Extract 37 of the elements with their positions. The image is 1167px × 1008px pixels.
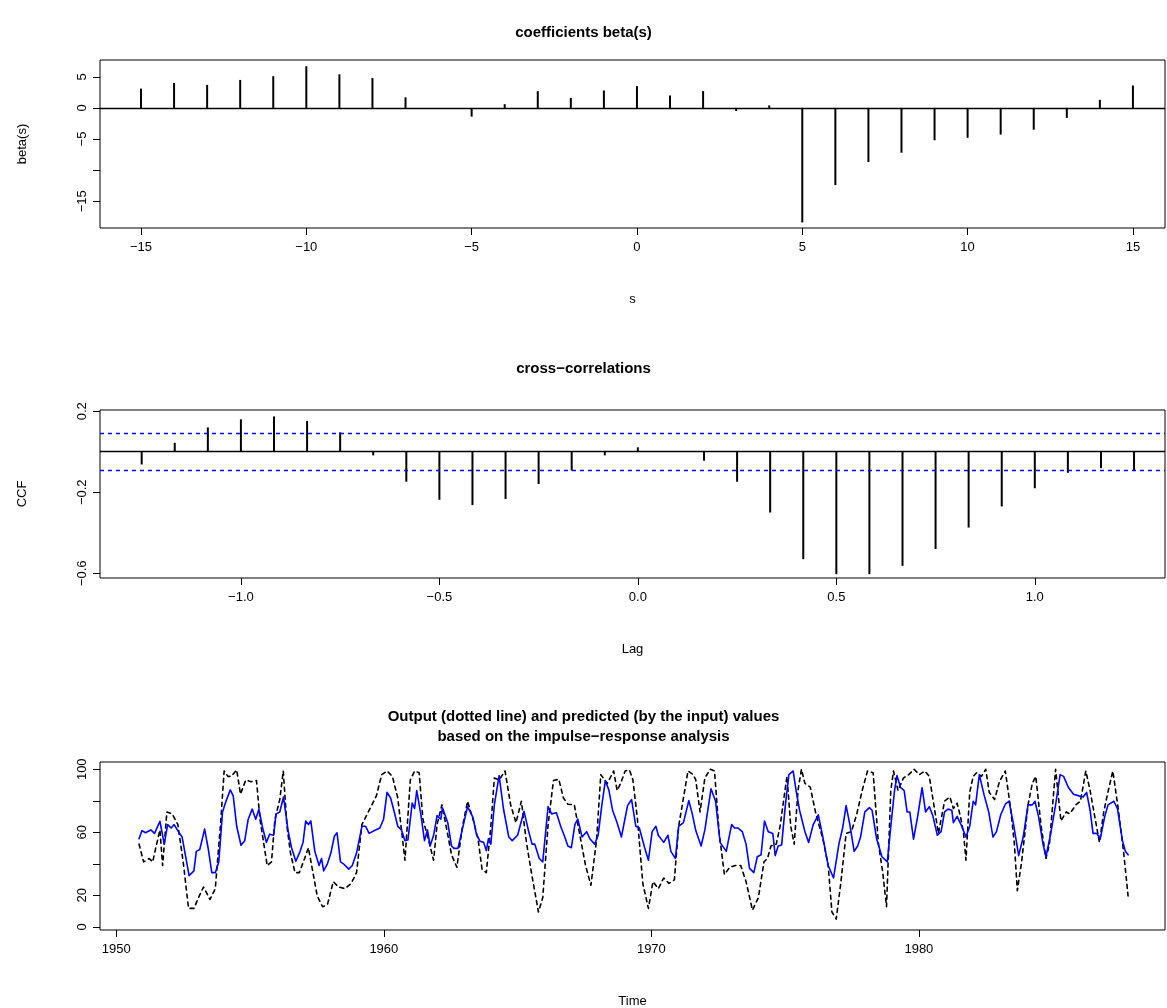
x-tick-label: 1950 — [101, 941, 131, 956]
x-tick-label: −0.5 — [426, 589, 453, 604]
x-tick-label: 10 — [960, 239, 975, 254]
x-tick-label: 1980 — [904, 941, 934, 956]
x-tick-label: 0.5 — [827, 589, 846, 604]
x-tick-label: 1970 — [636, 941, 666, 956]
x-axis-title: s — [629, 291, 637, 306]
y-tick-label: 5 — [74, 73, 89, 81]
x-axis-title: Lag — [621, 641, 644, 656]
x-tick-label: −15 — [129, 239, 153, 254]
y-tick-label: −5 — [74, 131, 89, 147]
x-tick-label: −5 — [464, 239, 480, 254]
x-tick-label: 0.0 — [628, 589, 647, 604]
y-axis-title: beta(s) — [14, 123, 29, 165]
chart-title: cross−correlations — [516, 358, 651, 376]
x-tick-label: −1.0 — [228, 589, 254, 604]
y-tick-label: −0.2 — [74, 479, 89, 506]
x-tick-label: 1.0 — [1025, 589, 1044, 604]
x-tick-label: 5 — [798, 239, 806, 254]
y-tick-label: 100 — [74, 758, 89, 781]
chart-title: coefficients beta(s) — [515, 22, 652, 40]
y-axis-title: CCF — [14, 480, 29, 508]
y-tick-label: 20 — [74, 888, 89, 903]
chart-title: Output (dotted line) and predicted (by the input) values based on the impulse−response analysis — [387, 706, 780, 744]
y-tick-label: −15 — [74, 190, 89, 213]
x-axis-title: Time — [618, 993, 647, 1008]
y-tick-label: 0 — [74, 104, 89, 112]
x-tick-label: 0 — [633, 239, 641, 254]
x-tick-label: −10 — [295, 239, 318, 254]
x-tick-label: 15 — [1125, 239, 1141, 254]
y-tick-label: 60 — [74, 825, 89, 840]
line-series — [138, 768, 1129, 920]
line-series — [138, 770, 1129, 879]
y-tick-label: −0.6 — [74, 560, 89, 587]
y-tick-label: 0.2 — [74, 402, 89, 421]
x-tick-label: 1960 — [369, 941, 399, 956]
y-tick-label: 0 — [74, 923, 89, 931]
